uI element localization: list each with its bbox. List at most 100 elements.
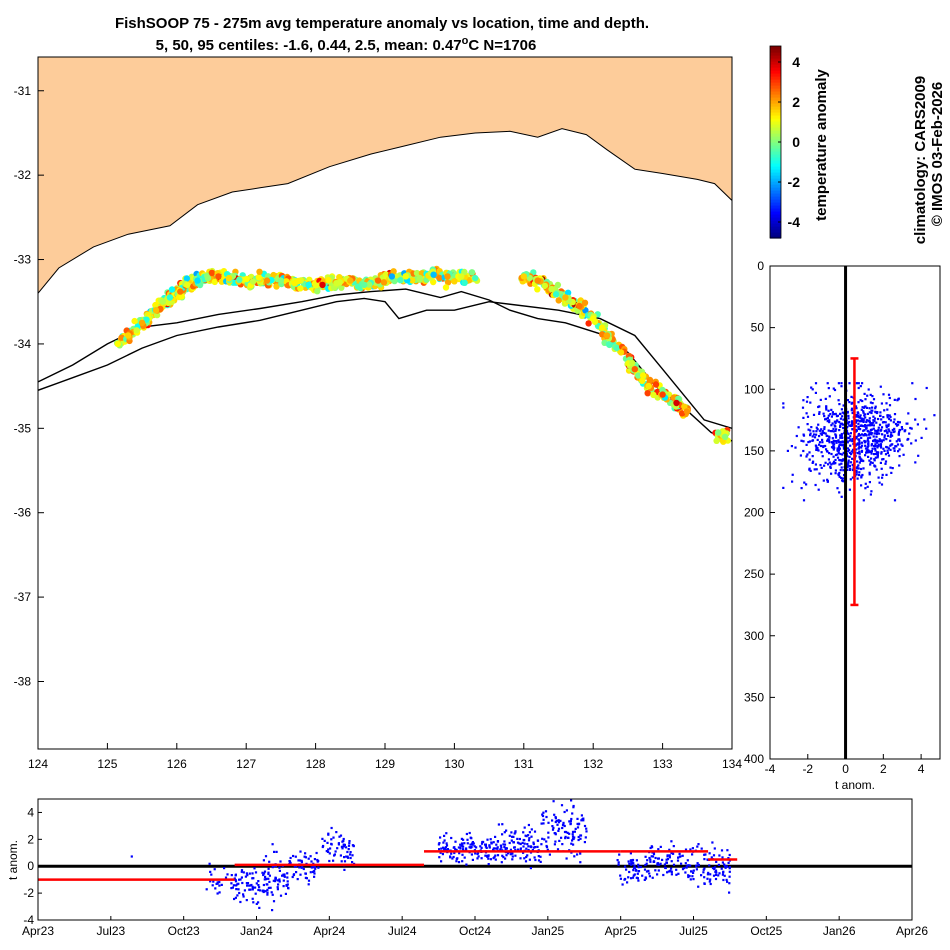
map-point — [678, 410, 686, 417]
depth-point — [790, 445, 793, 448]
depth-point — [883, 449, 886, 452]
depth-point — [889, 448, 892, 451]
depth-point — [834, 429, 837, 433]
depth-point — [839, 443, 842, 446]
timeseries-point — [500, 846, 503, 849]
timeseries-point — [251, 888, 254, 891]
timeseries-point — [262, 890, 265, 894]
depth-point — [858, 450, 861, 453]
depth-point — [851, 476, 854, 479]
depth-point — [826, 438, 830, 441]
timeseries-point — [641, 874, 644, 877]
depth-point — [833, 413, 836, 416]
timeseries-point — [725, 878, 728, 881]
timeseries-point — [263, 878, 266, 881]
depth-point — [812, 460, 815, 463]
depth-point — [885, 402, 888, 405]
timeseries-point — [299, 859, 302, 862]
map-x-tick-label: 127 — [236, 757, 256, 771]
timeseries-point — [455, 860, 458, 863]
timeseries-point — [262, 873, 265, 877]
depth-point — [821, 441, 824, 444]
depth-point — [847, 448, 851, 451]
depth-point — [827, 463, 830, 466]
timeseries-point — [670, 860, 673, 863]
timeseries-point — [563, 810, 566, 814]
map-point — [177, 288, 184, 295]
timeseries-point — [561, 843, 564, 846]
depth-point — [873, 459, 876, 462]
depth-point — [860, 446, 863, 449]
colorbar-segment — [770, 196, 781, 200]
depth-x-tick-label: 4 — [918, 762, 925, 776]
timeseries-point — [557, 829, 560, 832]
timeseries-point — [270, 891, 273, 894]
timeseries-point — [624, 865, 627, 868]
depth-point — [875, 421, 878, 424]
timeseries-point — [294, 855, 297, 858]
timeseries-point — [471, 841, 474, 844]
timeseries-point — [708, 880, 711, 883]
depth-point — [826, 416, 829, 420]
timeseries-point — [630, 877, 633, 880]
timeseries-y-tick-label: -2 — [23, 886, 34, 900]
depth-point — [820, 428, 823, 431]
timeseries-point — [631, 876, 635, 879]
timeseries-point — [536, 845, 539, 848]
timeseries-point — [579, 861, 582, 864]
depth-point — [782, 406, 785, 409]
depth-point — [832, 441, 835, 444]
depth-point — [872, 421, 875, 424]
timeseries-point — [469, 836, 472, 839]
timeseries-point — [244, 875, 247, 878]
depth-point — [893, 418, 896, 421]
timeseries-point — [637, 870, 640, 873]
depth-point — [840, 382, 843, 385]
timeseries-point — [581, 818, 584, 821]
timeseries-point — [330, 826, 333, 830]
timeseries-point — [558, 839, 561, 842]
timeseries-point — [471, 858, 474, 861]
depth-point — [836, 419, 839, 422]
depth-point — [838, 420, 841, 424]
timeseries-point — [579, 834, 583, 837]
depth-point — [858, 445, 861, 449]
colorbar-segment — [770, 202, 781, 206]
depth-point — [829, 465, 832, 468]
depth-point — [848, 424, 851, 427]
timeseries-point — [343, 856, 346, 859]
timeseries-point — [657, 848, 660, 851]
depth-point — [880, 439, 883, 442]
timeseries-point — [494, 835, 497, 838]
timeseries-point — [518, 837, 521, 841]
depth-point — [842, 459, 845, 462]
depth-point — [855, 429, 858, 432]
depth-point — [867, 388, 870, 391]
timeseries-point — [552, 800, 555, 803]
map-y-tick-label: -32 — [14, 168, 32, 182]
timeseries-point — [248, 884, 251, 887]
colorbar-tick-label: -4 — [788, 214, 801, 230]
depth-point — [873, 432, 876, 435]
timeseries-point — [251, 897, 254, 900]
timeseries-point — [473, 845, 476, 848]
depth-point — [880, 418, 883, 421]
depth-point — [886, 414, 889, 417]
timeseries-point — [617, 861, 620, 864]
timeseries-point — [635, 859, 638, 862]
timeseries-point — [576, 853, 579, 856]
colorbar-segment — [770, 151, 781, 155]
timeseries-point — [458, 852, 461, 855]
depth-point — [879, 414, 882, 417]
depth-point — [842, 469, 845, 472]
timeseries-point — [487, 863, 490, 866]
timeseries-point — [444, 846, 447, 849]
timeseries-point — [302, 867, 305, 871]
depth-point — [830, 424, 833, 427]
map-point — [263, 277, 271, 284]
depth-point — [879, 443, 883, 446]
timeseries-point — [495, 843, 498, 846]
timeseries-point — [564, 835, 567, 838]
timeseries-point — [548, 853, 551, 856]
